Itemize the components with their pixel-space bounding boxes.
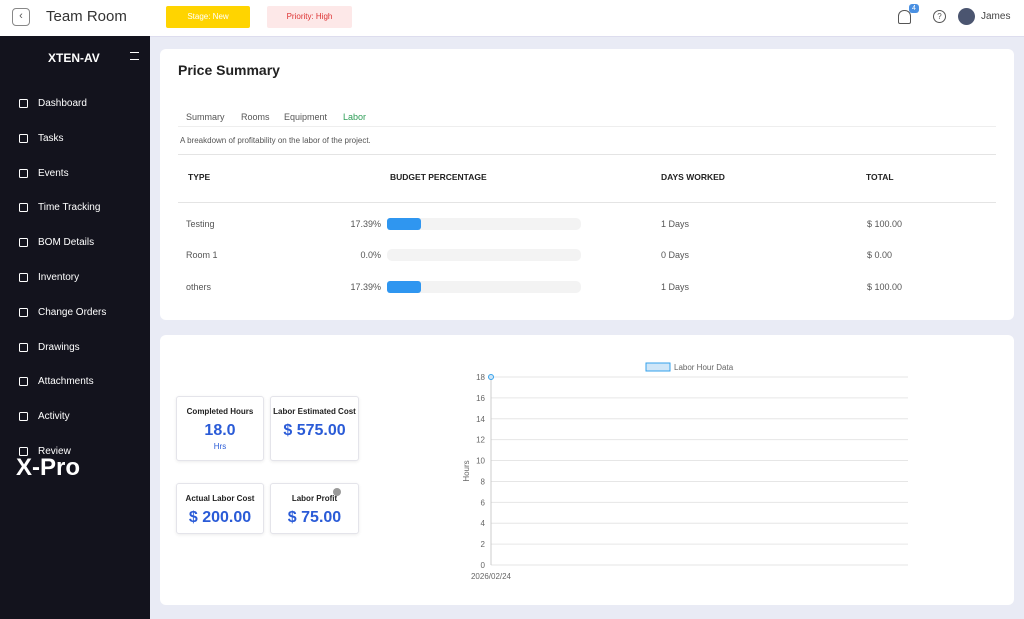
brand: XTEN-AV bbox=[48, 51, 100, 65]
progress-track bbox=[387, 249, 581, 262]
notification-count: 4 bbox=[909, 4, 919, 13]
stat-label: Labor Estimated Cost bbox=[273, 407, 356, 416]
legend-swatch bbox=[645, 362, 671, 372]
nav-item[interactable]: Attachments bbox=[38, 376, 94, 388]
y-tick-label: 10 bbox=[476, 457, 485, 466]
data-point bbox=[488, 374, 494, 380]
section-title: Price Summary bbox=[178, 62, 280, 78]
nav-item[interactable]: Drawings bbox=[38, 341, 80, 353]
column-header: TYPE bbox=[188, 172, 211, 182]
nav-item[interactable]: Dashboard bbox=[38, 98, 87, 109]
nav-icon bbox=[19, 203, 28, 213]
page-title: Team Room bbox=[46, 8, 127, 25]
divider bbox=[178, 126, 996, 127]
nav-item[interactable]: Inventory bbox=[38, 272, 80, 283]
percentage-label: 17.39% bbox=[350, 219, 381, 229]
stage-badge[interactable]: Stage: New bbox=[166, 6, 250, 28]
nav-icon bbox=[19, 133, 28, 143]
stat-card: Labor Estimated Cost $ 575.00 bbox=[270, 396, 359, 461]
column-header: TOTAL bbox=[866, 172, 894, 182]
nav-icon bbox=[19, 447, 28, 456]
nav-icon bbox=[19, 99, 28, 108]
priority-badge[interactable]: Priority: High bbox=[267, 6, 352, 28]
stat-label: Completed Hours bbox=[186, 407, 254, 416]
info-icon bbox=[333, 488, 341, 496]
tab[interactable]: Rooms bbox=[241, 112, 270, 122]
progress-bar bbox=[387, 280, 421, 293]
divider bbox=[178, 202, 996, 203]
y-tick-label: 8 bbox=[481, 477, 486, 486]
stat-card: Labor Profit $ 75.00 bbox=[270, 483, 359, 534]
tab[interactable]: Equipment bbox=[284, 112, 328, 122]
y-tick-label: 12 bbox=[476, 436, 485, 445]
nav-item[interactable]: Time Tracking bbox=[38, 202, 101, 214]
row-type: Testing bbox=[186, 219, 215, 229]
nav-icon bbox=[19, 307, 28, 317]
watermark-logo: X-Pro bbox=[16, 454, 81, 481]
nav-item[interactable]: Review bbox=[38, 446, 71, 457]
stat-value: $ 75.00 bbox=[287, 509, 342, 526]
y-tick-label: 4 bbox=[481, 519, 486, 528]
y-tick-label: 14 bbox=[476, 415, 485, 424]
row-type: Room 1 bbox=[186, 250, 218, 261]
progress-track bbox=[387, 280, 581, 293]
y-tick-label: 6 bbox=[481, 498, 486, 507]
total: $ 100.00 bbox=[867, 281, 903, 292]
nav-icon bbox=[19, 342, 28, 352]
nav-item[interactable]: Tasks bbox=[38, 132, 64, 144]
y-axis-label: Hours bbox=[462, 460, 471, 481]
progress-track bbox=[387, 218, 581, 230]
total: $ 0.00 bbox=[867, 250, 893, 261]
stat-value: $ 575.00 bbox=[283, 422, 346, 439]
column-header: DAYS WORKED bbox=[661, 172, 725, 182]
labor-stats-card bbox=[160, 335, 1014, 605]
user-name[interactable]: James bbox=[981, 11, 1011, 22]
price-summary-card bbox=[160, 49, 1014, 320]
stat-label: Actual Labor Cost bbox=[185, 494, 255, 503]
nav-item[interactable]: Events bbox=[38, 167, 69, 179]
nav-icon bbox=[19, 238, 28, 248]
percentage-label: 17.39% bbox=[350, 281, 381, 292]
days-worked: 1 Days bbox=[661, 219, 690, 229]
notification-bell[interactable] bbox=[898, 10, 911, 24]
days-worked: 0 Days bbox=[661, 250, 690, 261]
avatar[interactable] bbox=[958, 8, 975, 25]
nav-icon bbox=[19, 168, 28, 178]
y-tick-label: 2 bbox=[481, 540, 486, 549]
divider bbox=[178, 154, 996, 155]
nav-item[interactable]: BOM Details bbox=[38, 237, 95, 249]
legend-label: Labor Hour Data bbox=[674, 363, 734, 372]
nav-icon bbox=[19, 412, 28, 422]
nav-item[interactable]: Activity bbox=[38, 411, 70, 423]
progress-bar bbox=[387, 218, 421, 230]
column-header: BUDGET PERCENTAGE bbox=[390, 172, 487, 182]
sidebar: XTEN-AV X-Pro Dashboard Tasks Events Time T… bbox=[0, 36, 150, 619]
row-type: others bbox=[186, 281, 212, 292]
percentage-label: 0.0% bbox=[360, 250, 381, 261]
nav-icon bbox=[19, 273, 28, 282]
stat-unit: Hrs bbox=[213, 442, 227, 451]
tab[interactable]: Labor bbox=[343, 112, 367, 122]
days-worked: 1 Days bbox=[661, 281, 690, 292]
help-icon[interactable]: ? bbox=[933, 10, 946, 23]
total: $ 100.00 bbox=[867, 219, 903, 229]
stat-value: $ 200.00 bbox=[188, 509, 252, 526]
stat-card: Actual Labor Cost $ 200.00 bbox=[176, 483, 264, 534]
description: A breakdown of profitability on the labo… bbox=[180, 136, 371, 145]
y-tick-label: 16 bbox=[476, 394, 485, 403]
y-tick-label: 0 bbox=[481, 561, 486, 570]
top-bar: ‹ Team Room Stage: New Priority: High 4 … bbox=[0, 0, 1024, 37]
back-button[interactable]: ‹ bbox=[12, 8, 30, 26]
nav-item[interactable]: Change Orders bbox=[38, 306, 107, 318]
x-tick-label: 2026/02/24 bbox=[471, 572, 512, 581]
stat-card: Completed Hours 18.0 Hrs bbox=[176, 396, 264, 461]
stat-value: 18.0 bbox=[204, 422, 236, 439]
tab[interactable]: Summary bbox=[186, 112, 225, 122]
stat-label: Labor Profit bbox=[291, 494, 338, 503]
y-tick-label: 18 bbox=[476, 373, 485, 382]
nav-icon bbox=[19, 377, 28, 387]
labor-hours-chart: 0 2 4 6 8 10 12 14 16 18 Hours 2026/02/24 Labor Hour… bbox=[462, 362, 908, 581]
menu-toggle[interactable] bbox=[130, 52, 139, 60]
